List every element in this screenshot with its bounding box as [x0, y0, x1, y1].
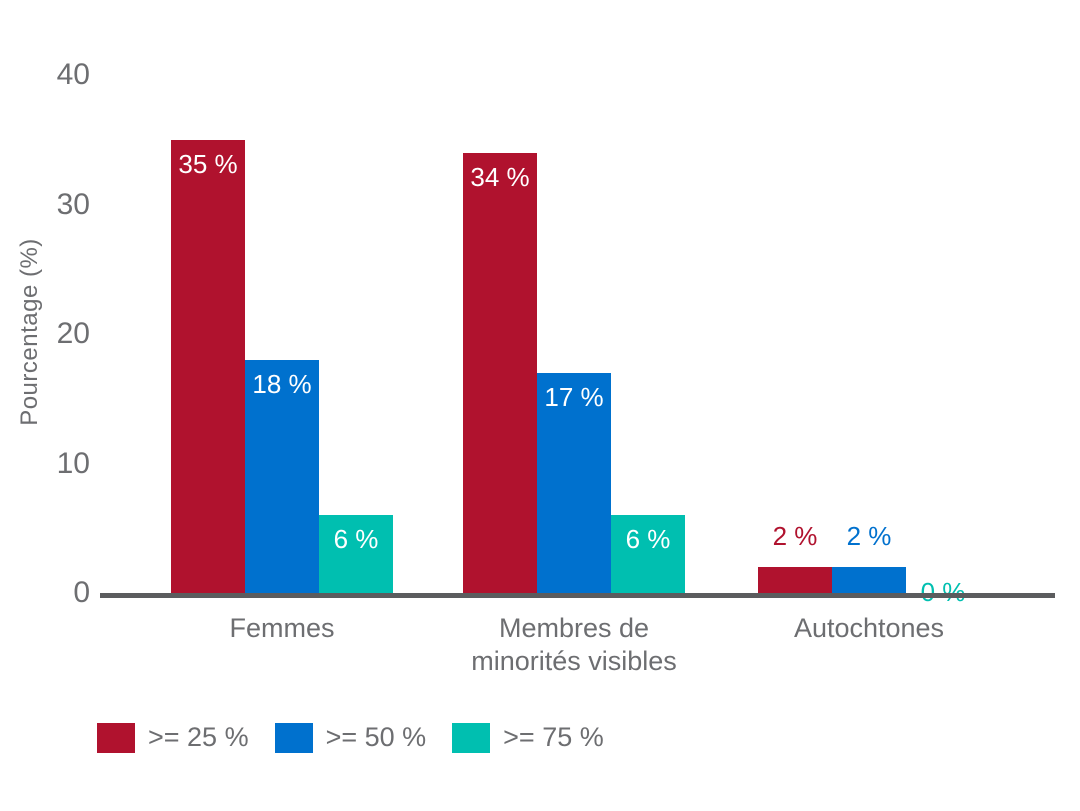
- y-tick-label: 40: [56, 58, 90, 91]
- bar-value-label: 17 %: [544, 382, 604, 412]
- legend-swatch-icon: [274, 722, 313, 753]
- category-label: Femmes: [229, 613, 335, 643]
- bar-3-series-1: [758, 567, 832, 593]
- bar-value-label: 18 %: [252, 369, 312, 399]
- bar-3-series-2: [832, 567, 906, 593]
- bar-value-label: 2 %: [772, 521, 818, 551]
- legend-item: >= 25 %: [97, 722, 249, 753]
- y-tick-label: 10: [56, 446, 90, 480]
- legend-label: >= 75 %: [503, 722, 604, 752]
- bar-value-label: 34 %: [470, 162, 530, 192]
- y-tick-label: 0: [73, 576, 90, 609]
- x-axis-line: [100, 593, 1055, 598]
- category-label: Membres de minorités visibles: [471, 613, 677, 676]
- legend-item: >= 50 %: [274, 722, 427, 753]
- bar-1-series-2: 18 %: [245, 360, 319, 593]
- legend: >= 25 % >= 50 % >= 75 %: [97, 722, 604, 753]
- legend-swatch-icon: [452, 722, 491, 753]
- category-label: Autochtones: [793, 613, 945, 643]
- bar-value-label: 35 %: [178, 149, 238, 179]
- y-tick-label: 30: [56, 187, 90, 221]
- legend-label: >= 50 %: [325, 722, 427, 752]
- legend-swatch-icon: [97, 722, 135, 753]
- bar-value-label: 0 %: [920, 577, 966, 607]
- bar-value-label: 2 %: [846, 521, 892, 551]
- y-tick-label: 20: [56, 317, 90, 350]
- bar-2-series-1: 34 %: [463, 153, 537, 593]
- legend-item: >= 75 %: [452, 722, 604, 753]
- bar-value-label: 6 %: [625, 524, 671, 554]
- bar-1-series-3: 6 %: [319, 515, 393, 593]
- bar-1-series-1: 35 %: [171, 140, 245, 593]
- bar-value-label: 6 %: [333, 524, 379, 554]
- bar-2-series-2: 17 %: [537, 373, 611, 593]
- bar-2-series-3: 6 %: [611, 515, 685, 593]
- legend-label: >= 25 %: [148, 722, 249, 752]
